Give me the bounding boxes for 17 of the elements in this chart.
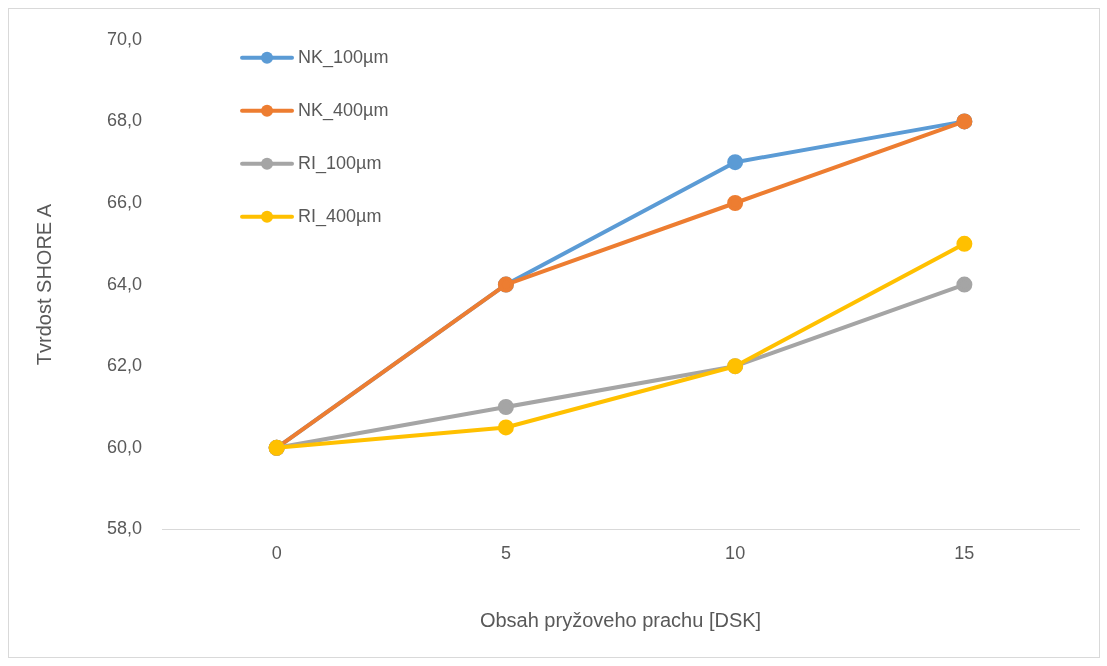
legend-label: NK_400µm (298, 99, 389, 121)
legend-label: RI_100µm (298, 152, 382, 174)
y-tick-label: 66,0 (106, 191, 143, 212)
x-tick-label: 0 (271, 543, 282, 564)
x-axis-title: Obsah pryžoveho prachu [DSK] (479, 608, 762, 631)
y-tick-label: 70,0 (106, 28, 143, 49)
y-tick-label: 60,0 (106, 436, 143, 457)
y-tick-label: 58,0 (106, 518, 143, 539)
x-tick-label: 15 (954, 543, 975, 564)
y-tick-label: 62,0 (106, 355, 143, 376)
x-tick-label: 5 (500, 543, 511, 564)
y-tick-label: 64,0 (106, 273, 143, 294)
y-tick-label: 68,0 (106, 110, 143, 131)
legend-label: NK_100µm (298, 46, 389, 68)
y-axis-title: Tvrdost SHORE A (32, 203, 55, 366)
x-tick-label: 10 (725, 543, 746, 564)
legend-label: RI_400µm (298, 205, 382, 227)
